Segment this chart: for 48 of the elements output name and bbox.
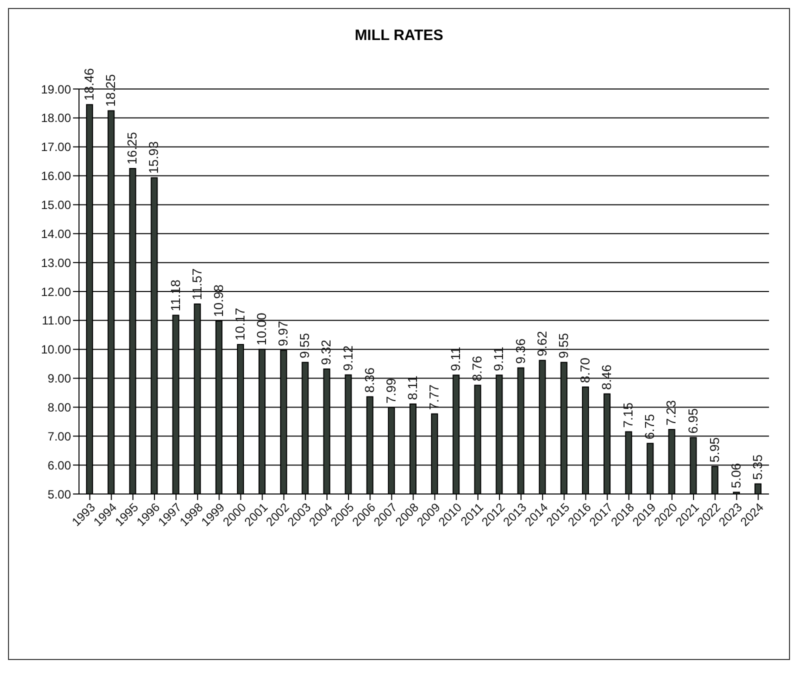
data-label: 9.36 xyxy=(512,338,528,364)
data-label: 11.57 xyxy=(189,268,204,300)
data-label: 11.18 xyxy=(168,280,183,312)
data-label: 9.11 xyxy=(491,346,506,372)
y-tick-label: 16.00 xyxy=(40,169,72,184)
data-label: 7.99 xyxy=(383,378,398,404)
data-label: 5.95 xyxy=(706,437,722,463)
data-label: 9.32 xyxy=(318,340,334,366)
data-label: 8.11 xyxy=(404,376,420,400)
data-label: 9.97 xyxy=(276,320,291,346)
data-label: 7.23 xyxy=(664,400,679,426)
y-tick-label: 6.00 xyxy=(48,458,72,472)
data-label: 18.46 xyxy=(82,68,97,101)
data-label: 7.77 xyxy=(426,384,442,410)
data-label: 9.62 xyxy=(534,331,550,356)
y-tick-label: 17.00 xyxy=(40,140,72,154)
y-tick-label: 7.00 xyxy=(48,429,72,444)
y-tick-label: 19.00 xyxy=(40,82,72,96)
y-tick-label: 5.00 xyxy=(48,487,72,502)
data-label: 7.15 xyxy=(620,402,636,428)
y-tick-label: 12.00 xyxy=(40,284,72,299)
data-label: 10.00 xyxy=(254,312,270,346)
data-label: 10.17 xyxy=(232,308,248,340)
y-tick-label: 15.00 xyxy=(40,198,72,212)
data-label: 18.25 xyxy=(103,74,118,107)
data-label: 5.06 xyxy=(728,462,744,488)
y-tick-label: 13.00 xyxy=(40,256,72,270)
y-tick-label: 9.00 xyxy=(48,372,72,386)
data-label: 5.35 xyxy=(750,454,765,480)
data-label: 8.70 xyxy=(577,358,592,383)
data-label: 10.98 xyxy=(210,284,226,318)
y-tick-label: 11.00 xyxy=(42,314,72,328)
y-tick-label: 8.00 xyxy=(48,400,72,414)
data-label: 8.76 xyxy=(470,356,485,382)
y-tick-label: 18.00 xyxy=(40,111,72,126)
data-label: 8.36 xyxy=(362,367,377,393)
data-label: 6.95 xyxy=(685,408,700,434)
data-label: 16.25 xyxy=(124,132,140,165)
chart-title: MILL RATES xyxy=(354,27,444,44)
data-label: 6.75 xyxy=(642,414,658,440)
data-label: 8.46 xyxy=(599,364,614,390)
data-label: 9.55 xyxy=(297,333,312,358)
y-tick-label: 10.00 xyxy=(40,342,72,357)
data-label: 9.11 xyxy=(448,346,464,372)
data-label: 15.93 xyxy=(146,141,162,174)
y-tick-label: 14.00 xyxy=(40,226,72,241)
data-label: 9.12 xyxy=(340,346,356,371)
data-label: 9.55 xyxy=(556,333,571,358)
